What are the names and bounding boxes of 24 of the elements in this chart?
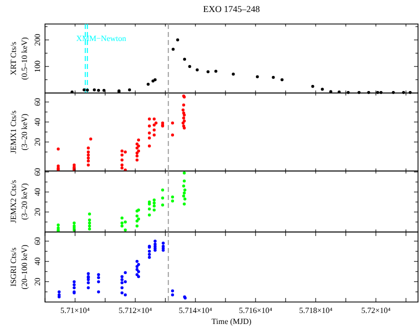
x-tick-label: 5.71×10⁴ [60, 306, 90, 315]
y-tick-label: 20 [33, 278, 42, 286]
x-tick-label: 5.714×10⁴ [178, 306, 212, 315]
x-axis-title: Time (MJD) [212, 317, 252, 326]
x-tick-label: 5.72×10⁴ [361, 306, 391, 315]
y-tick-label: 100 [33, 60, 42, 72]
chart-title: EXO 1745–248 [203, 4, 260, 14]
y-tick-label: 40 [33, 257, 42, 266]
x-tick-label: 5.718×10⁴ [299, 306, 333, 315]
x-tick-label: 5.716×10⁴ [238, 306, 272, 315]
ref-line-label: XMM−Newton [76, 34, 126, 43]
y-axis-title: XRT Cts/s (0.5–10 keV) [9, 36, 29, 80]
y-tick-label: 60 [33, 168, 42, 176]
y-tick-label: 60 [33, 237, 42, 246]
y-tick-label: 20 [33, 208, 42, 216]
y-tick-label: 40 [33, 188, 42, 196]
y-tick-label: 200 [33, 34, 42, 46]
y-axis-title: JEMX2 Cts/s (3–20 keV) [9, 180, 29, 223]
y-tick-label: 40 [33, 118, 42, 126]
y-tick-label: 60 [33, 98, 42, 106]
y-axis-title: ISGRI Cts/s (20–100 keV) [9, 244, 29, 290]
y-tick-label: 20 [33, 138, 42, 146]
x-tick-label: 5.712×10⁴ [118, 306, 152, 315]
y-axis-title: JEMX1 Cts/s (3–20 keV) [9, 110, 29, 154]
